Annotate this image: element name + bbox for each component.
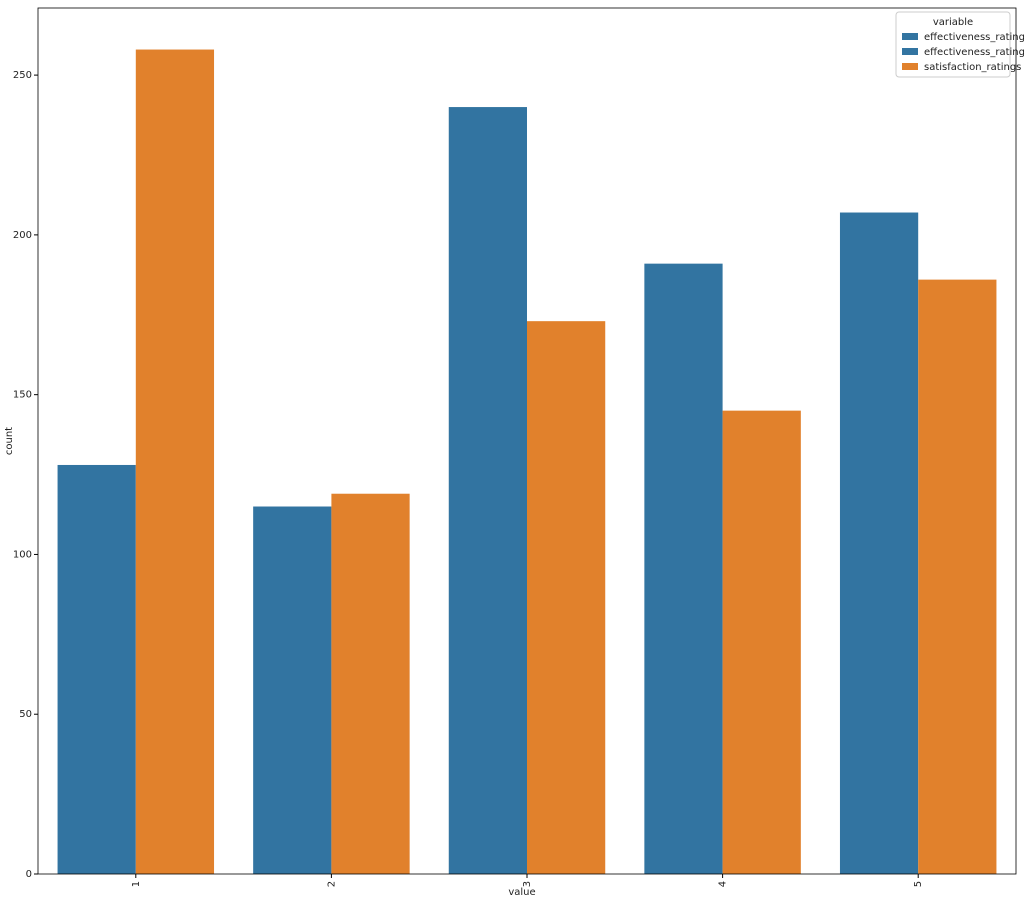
bar bbox=[448, 107, 527, 874]
bar bbox=[722, 410, 801, 874]
x-axis-label: value bbox=[508, 887, 535, 898]
y-tick-label: 200 bbox=[13, 230, 32, 241]
legend-label: effectiveness_ratings bbox=[924, 47, 1024, 58]
y-tick-label: 100 bbox=[13, 549, 32, 560]
bar bbox=[57, 464, 136, 874]
legend-box bbox=[895, 11, 1011, 78]
legend-title: variable bbox=[933, 17, 973, 28]
legend-swatch bbox=[902, 63, 918, 70]
y-tick-label: 0 bbox=[26, 869, 32, 880]
y-tick-label: 150 bbox=[13, 390, 32, 401]
bar bbox=[331, 493, 410, 874]
x-tick-label: 5 bbox=[913, 881, 924, 887]
x-tick-label: 4 bbox=[718, 881, 729, 887]
legend: variable effectiveness_ratings effectivene… bbox=[895, 11, 1024, 78]
x-tick-label: 1 bbox=[131, 881, 142, 887]
legend-label: satisfaction_ratings bbox=[924, 62, 1021, 73]
bar bbox=[253, 506, 332, 874]
y-tick-label: 50 bbox=[19, 709, 32, 720]
x-tick-label: 3 bbox=[522, 881, 533, 887]
x-tick-label: 2 bbox=[326, 881, 337, 887]
bar bbox=[644, 263, 723, 874]
legend-swatch bbox=[902, 33, 918, 40]
bar bbox=[135, 49, 215, 875]
plot-frame bbox=[37, 7, 1017, 875]
bar bbox=[918, 279, 997, 874]
y-axis-label: count bbox=[4, 427, 15, 455]
y-tick-label: 250 bbox=[13, 70, 32, 81]
bar bbox=[527, 321, 606, 875]
legend-swatch bbox=[902, 48, 918, 55]
legend-label: effectiveness_ratings bbox=[924, 32, 1024, 43]
bar bbox=[839, 212, 919, 874]
